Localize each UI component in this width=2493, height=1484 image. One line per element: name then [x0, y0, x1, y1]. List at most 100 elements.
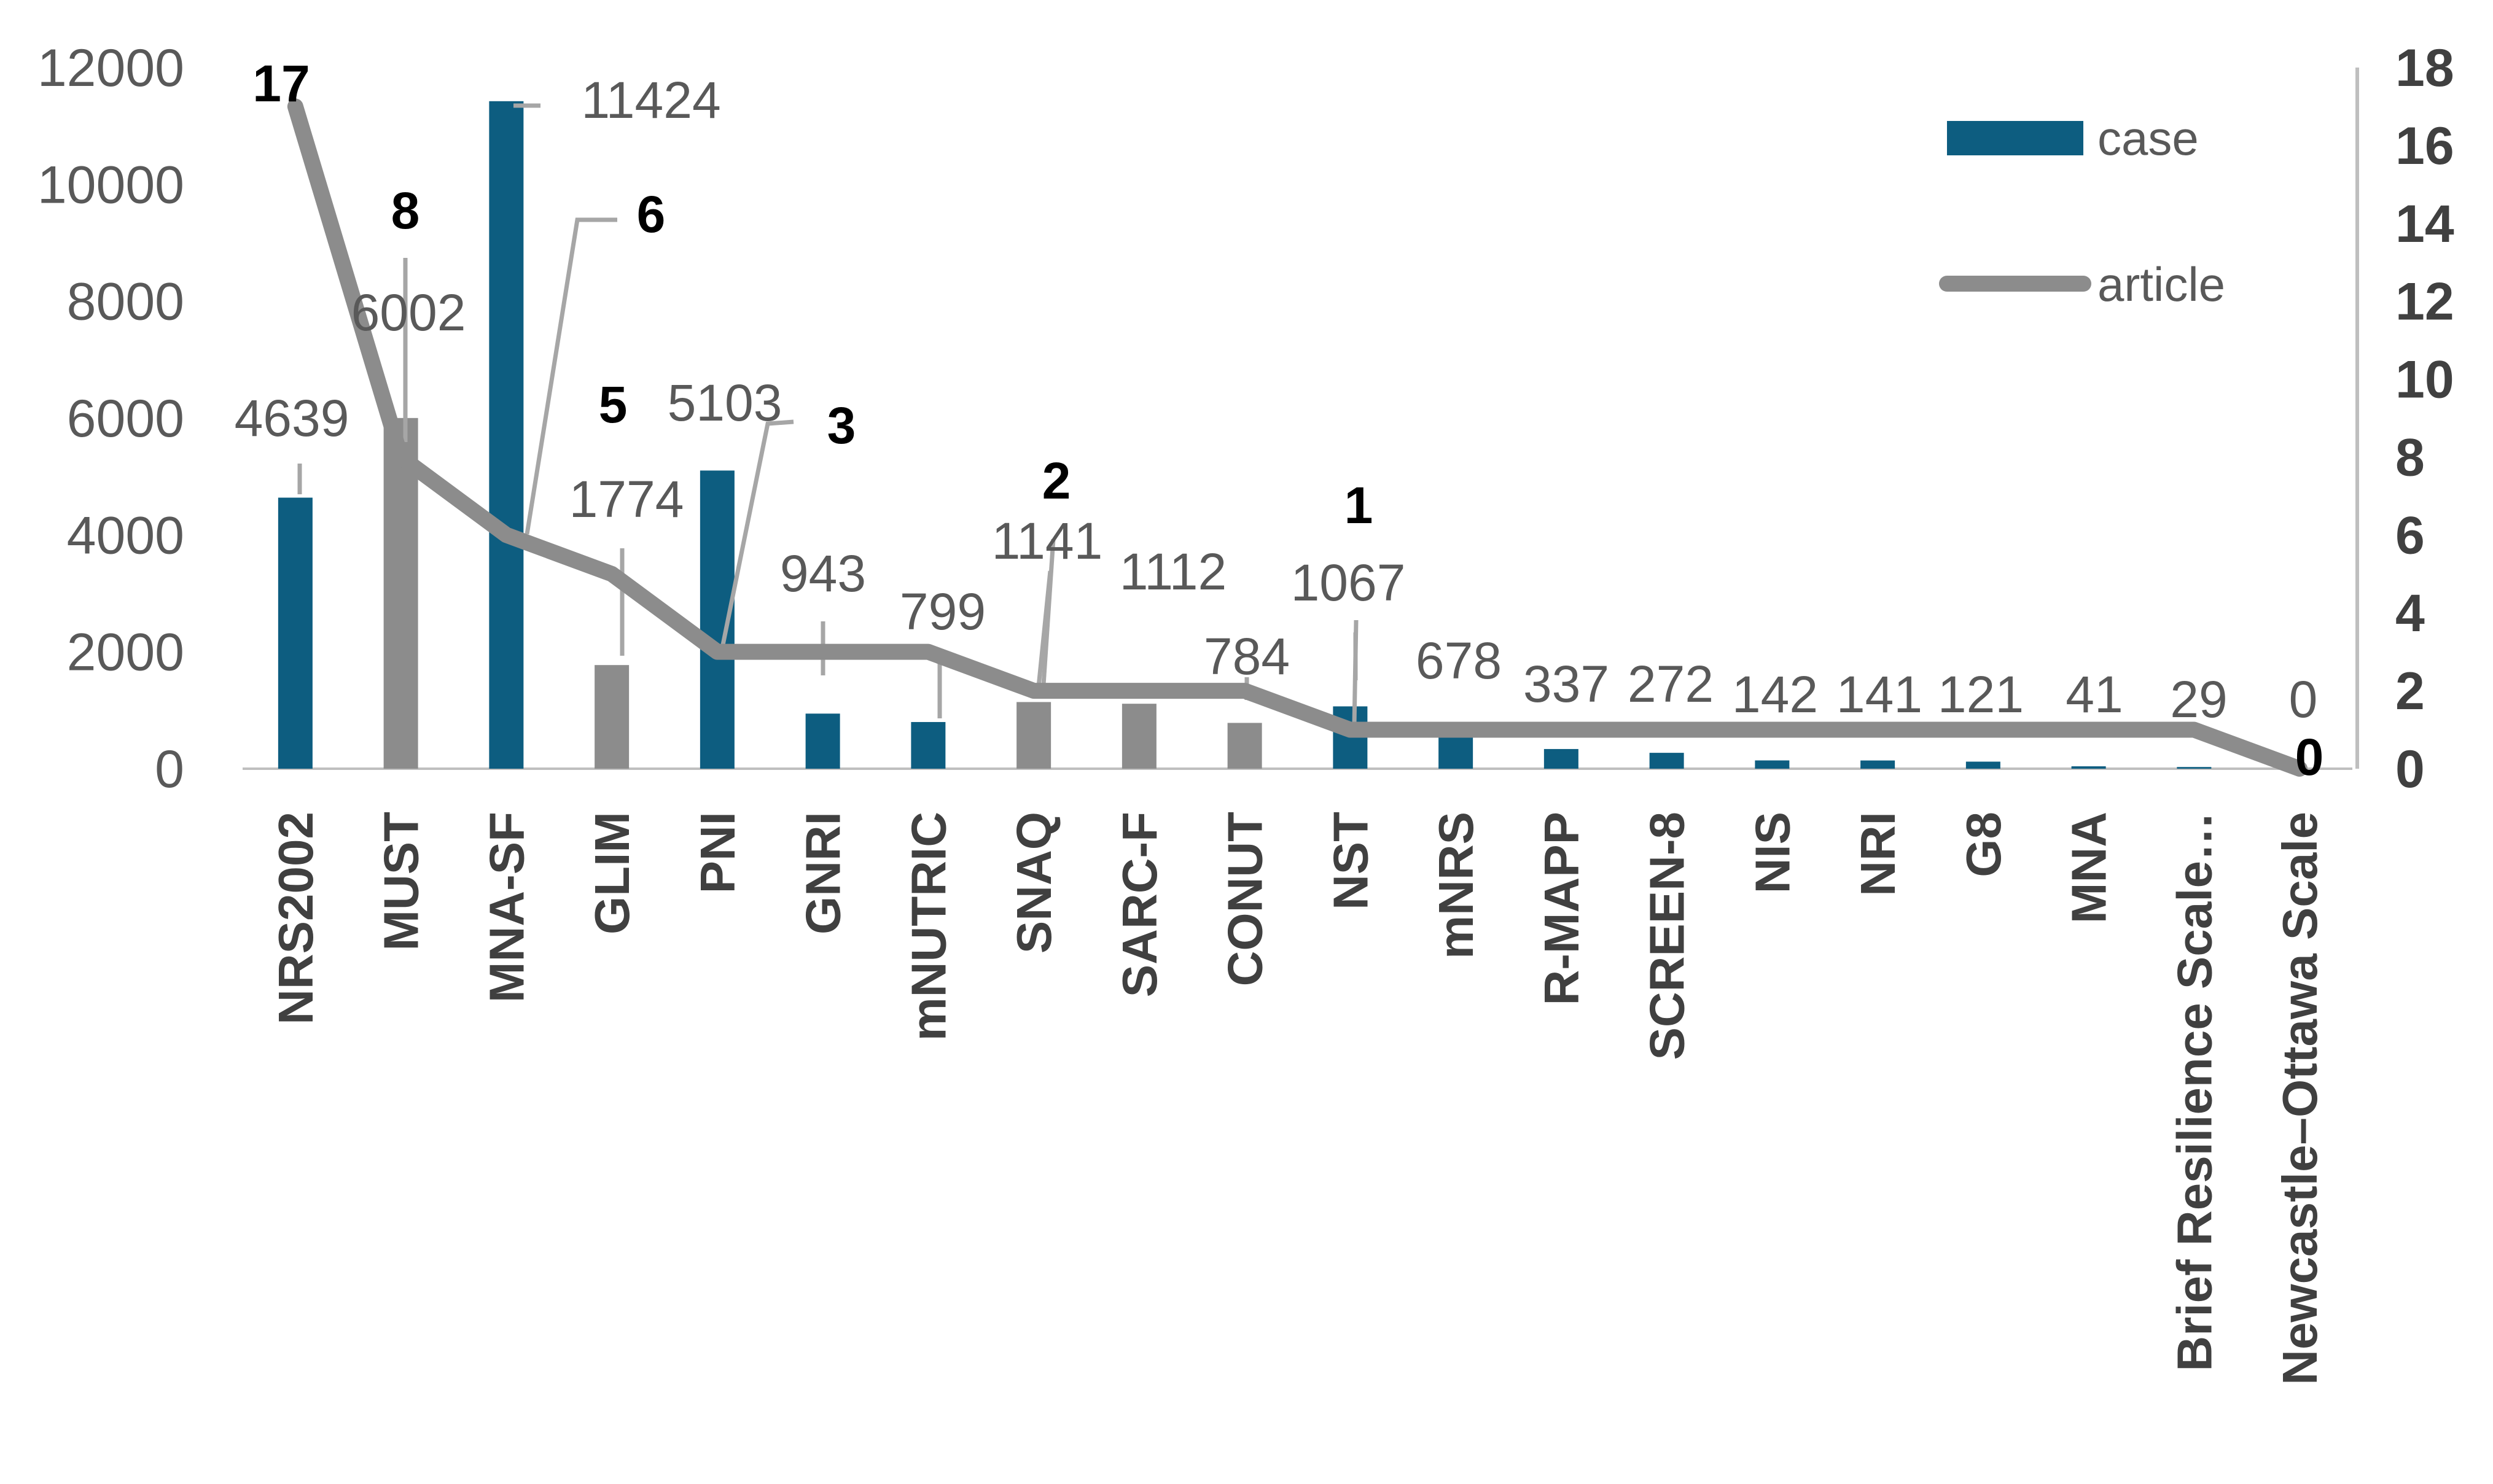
y-left-tick-label: 4000 [67, 506, 184, 565]
bar-case [1649, 753, 1684, 769]
bar-case [2177, 767, 2212, 769]
bar-case [1227, 723, 1262, 769]
article-data-label: 6 [637, 185, 666, 243]
bar-case [1755, 760, 1790, 769]
article-data-label: 1 [1344, 476, 1373, 534]
article-point [2298, 767, 2301, 770]
legend: case article [1939, 111, 2225, 311]
data-labels: 4639600211424177451039437991141111278410… [235, 55, 2324, 786]
article-point [1771, 728, 1774, 731]
case-data-label: 141 [1836, 666, 1922, 723]
y-left-tick-label: 10000 [37, 155, 184, 214]
category-label: mNUTRIC [901, 812, 956, 1041]
case-data-label: 1141 [992, 512, 1103, 570]
article-line [287, 98, 2308, 777]
case-data-label: 943 [780, 545, 866, 602]
category-labels: NRS2002 MUST MNA-SF GLIM PNI GNRI mNUTRIC SNAQ S… [268, 812, 2327, 1385]
category-label: MNA-SF [479, 812, 534, 1003]
category-label: R-MAPP [1534, 812, 1589, 1006]
case-data-label: 41 [2066, 666, 2123, 723]
article-label-leader [1352, 620, 1359, 725]
category-label: CONUT [1218, 812, 1273, 987]
article-point [1981, 728, 1984, 731]
case-data-label: 337 [1523, 655, 1609, 713]
bar-case [1016, 702, 1051, 769]
category-label: MNA [2062, 812, 2117, 923]
y-right-tick-label: 6 [2395, 506, 2425, 565]
case-data-label: 272 [1628, 655, 1714, 713]
category-label: NRS2002 [268, 812, 323, 1025]
case-data-label: 1774 [569, 470, 684, 528]
bar-case [1543, 748, 1578, 769]
bar-case [1965, 761, 2000, 769]
article-point [927, 650, 930, 653]
category-label: MUST [374, 812, 429, 951]
case-data-label: 1067 [1291, 554, 1406, 612]
article-data-label: 17 [252, 55, 310, 112]
article-line-series [287, 98, 2308, 777]
bar-case [278, 497, 313, 769]
category-label: SCREEN-8 [1640, 812, 1695, 1060]
article-point [1665, 728, 1668, 731]
bar-case [2071, 766, 2106, 769]
article-label-leader [525, 217, 617, 535]
article-point [1454, 728, 1457, 731]
y-right-tick-label: 4 [2395, 584, 2425, 643]
case-data-label: 142 [1732, 666, 1818, 723]
y-right-tick-label: 14 [2395, 195, 2454, 254]
article-point [294, 105, 297, 108]
case-data-label: 6002 [351, 284, 466, 341]
y-right-tick-label: 0 [2395, 740, 2425, 799]
article-point [2193, 728, 2196, 731]
article-point [1876, 728, 1879, 731]
category-label: Newcastle–Ottawa Scale [2273, 812, 2327, 1385]
y-left-tick-label: 12000 [37, 39, 184, 98]
category-label: Brief Resilience Scale… [2167, 812, 2222, 1372]
case-data-label: 29 [2170, 670, 2227, 728]
article-data-label: 8 [391, 182, 420, 239]
legend-label-case: case [2097, 111, 2199, 165]
article-point [716, 650, 719, 653]
axes: 0200040006000800010000120000246810121416… [37, 39, 2454, 799]
legend-swatch-case [1947, 121, 2083, 155]
bar-case [911, 721, 946, 769]
article-label-leader [719, 419, 794, 651]
article-point [399, 456, 402, 459]
article-data-label: 5 [599, 376, 628, 433]
category-label: NIS [1745, 812, 1800, 893]
category-label: PNI [690, 812, 745, 893]
article-point [1243, 690, 1246, 693]
category-label: SARC-F [1112, 812, 1167, 997]
case-data-label: 11424 [581, 71, 720, 129]
article-point [611, 572, 614, 575]
article-point [821, 650, 824, 653]
case-data-label: 4639 [235, 389, 349, 447]
article-data-label: 0 [2295, 728, 2324, 786]
category-label: NST [1323, 812, 1378, 910]
y-right-tick-label: 12 [2395, 273, 2454, 332]
article-point [2087, 728, 2090, 731]
article-point [1559, 728, 1563, 731]
y-right-tick-label: 10 [2395, 351, 2454, 410]
y-right-tick-label: 18 [2395, 39, 2454, 98]
article-point [1137, 690, 1141, 693]
y-left-tick-label: 2000 [67, 623, 184, 682]
y-left-tick-label: 8000 [67, 273, 184, 332]
bars [278, 101, 2212, 769]
legend-label-article: article [2097, 257, 2225, 311]
case-data-label: 678 [1416, 632, 1502, 690]
case-data-label: 1112 [1120, 543, 1227, 600]
bar-case [383, 418, 418, 769]
category-label: SNAQ [1007, 812, 1061, 954]
case-data-label: 121 [1938, 666, 2024, 723]
case-data-label: 0 [2289, 670, 2318, 728]
bar-case [805, 713, 840, 769]
y-right-tick-label: 8 [2395, 428, 2425, 487]
article-point [1032, 690, 1036, 693]
category-label: NRI [1851, 812, 1905, 896]
category-label: GLIM [585, 812, 639, 934]
article-point [1349, 728, 1352, 731]
y-left-tick-label: 0 [155, 740, 184, 799]
article-point [505, 534, 508, 537]
